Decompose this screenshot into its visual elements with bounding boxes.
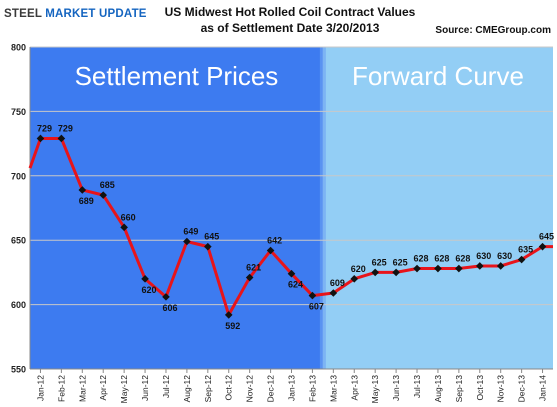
data-point-marker	[496, 262, 505, 270]
data-point-marker	[120, 223, 128, 232]
data-label: 628	[414, 254, 429, 264]
data-label: 649	[183, 226, 198, 236]
data-label: 630	[497, 251, 512, 261]
region-seam	[319, 47, 326, 369]
data-point-marker	[434, 264, 442, 273]
y-tick-label: 650	[11, 236, 26, 246]
y-tick-label: 750	[11, 107, 26, 117]
data-label: 635	[518, 245, 533, 255]
y-tick-label: 600	[11, 300, 26, 310]
x-tick-label: Nov-12	[245, 375, 255, 403]
data-label: 660	[121, 212, 136, 222]
data-label: 620	[351, 264, 366, 274]
data-point-marker	[266, 246, 275, 255]
data-point-marker	[245, 273, 254, 282]
data-label: 645	[204, 232, 219, 242]
data-label: 729	[37, 123, 52, 133]
source-label: Source: CMEGroup.com	[435, 25, 551, 36]
chart-title-line2: as of Settlement Date 3/20/2013	[200, 21, 380, 35]
data-label: 609	[330, 278, 345, 288]
data-label: 729	[58, 123, 73, 133]
data-point-marker	[413, 264, 421, 273]
settlement-region-bg	[30, 47, 323, 369]
x-tick-label: Jun-12	[140, 375, 150, 401]
data-point-marker	[99, 191, 108, 199]
data-point-marker	[141, 275, 149, 283]
x-tick-label: Dec-13	[517, 375, 527, 403]
x-tick-label: Apr-13	[349, 375, 359, 401]
data-point-marker	[517, 255, 526, 264]
data-point-marker	[538, 242, 547, 251]
data-point-marker	[371, 268, 379, 277]
data-point-marker	[475, 262, 484, 270]
data-point-marker	[287, 269, 296, 278]
steel-market-update-logo: STEEL MARKET UPDATE	[4, 8, 147, 20]
x-tick-label: Feb-13	[307, 375, 317, 402]
data-point-marker	[78, 186, 87, 194]
x-tick-label: Jan-13	[287, 375, 297, 401]
chart-title-line1: US Midwest Hot Rolled Coil Contract Valu…	[164, 5, 416, 19]
data-point-marker	[308, 291, 317, 300]
x-tick-label: Mar-12	[77, 375, 87, 402]
y-tick-label: 550	[11, 365, 26, 375]
data-label: 592	[225, 321, 240, 331]
x-tick-label: Jul-12	[161, 375, 171, 398]
forward-curve-label: Forward Curve	[352, 61, 524, 91]
logo-text-b: MARKET UPDATE	[45, 8, 147, 20]
x-tick-label: Sep-12	[203, 375, 213, 403]
x-tick-label: Oct-13	[475, 375, 485, 401]
data-label: 607	[309, 302, 324, 312]
data-label: 685	[100, 180, 115, 190]
x-tick-label: Apr-12	[98, 375, 108, 401]
data-label: 624	[288, 280, 303, 290]
x-tick-label: May-12	[119, 375, 129, 404]
data-point-marker	[36, 134, 45, 143]
data-label: 628	[455, 254, 470, 264]
data-label: 606	[162, 303, 177, 313]
data-label: 642	[267, 236, 282, 246]
y-tick-label: 700	[11, 171, 26, 181]
data-point-marker	[224, 311, 233, 319]
x-tick-label: Feb-12	[56, 375, 66, 402]
data-label: 645	[539, 232, 554, 242]
x-tick-label: Dec-12	[266, 375, 276, 403]
data-point-marker	[329, 289, 338, 297]
data-point-marker	[162, 293, 170, 301]
data-point-marker	[392, 268, 400, 277]
y-tick-label: 800	[11, 43, 26, 53]
x-tick-label: Jun-13	[391, 375, 401, 401]
x-tick-label: Nov-13	[496, 375, 506, 403]
data-point-marker	[183, 237, 191, 246]
x-tick-label: Jan-12	[35, 375, 45, 401]
data-point-marker	[455, 264, 463, 273]
data-label: 689	[79, 196, 94, 206]
x-tick-label: Mar-13	[328, 375, 338, 402]
x-tick-label: Aug-13	[433, 375, 443, 403]
data-label: 628	[434, 254, 449, 264]
x-tick-label: Sep-13	[454, 375, 464, 403]
settlement-prices-label: Settlement Prices	[75, 61, 279, 91]
data-label: 621	[246, 263, 261, 273]
data-label: 630	[476, 251, 491, 261]
x-tick-label: Jan-14	[538, 375, 548, 401]
data-point-marker	[204, 242, 212, 251]
data-label: 625	[393, 257, 408, 267]
x-tick-label: Jul-13	[412, 375, 422, 398]
x-tick-label: May-13	[370, 375, 380, 404]
forward-region-bg	[322, 47, 553, 369]
data-label: 620	[142, 285, 157, 295]
x-tick-label: Aug-12	[182, 375, 192, 403]
logo-text-a: STEEL	[4, 8, 46, 20]
data-point-marker	[350, 275, 359, 283]
data-point-marker	[57, 134, 66, 143]
x-tick-label: Oct-12	[224, 375, 234, 401]
data-label: 625	[372, 257, 387, 267]
